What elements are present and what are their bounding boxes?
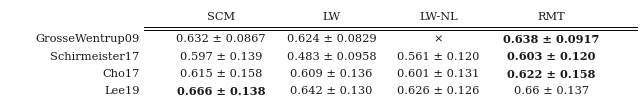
Text: 0.561 ± 0.120: 0.561 ± 0.120	[397, 52, 479, 62]
Text: 0.615 ± 0.158: 0.615 ± 0.158	[180, 69, 262, 79]
Text: Lee19: Lee19	[104, 86, 140, 96]
Text: RMT: RMT	[538, 12, 566, 23]
Text: 0.638 ± 0.0917: 0.638 ± 0.0917	[504, 34, 600, 45]
Text: Cho17: Cho17	[102, 69, 140, 79]
Text: 0.624 ± 0.0829: 0.624 ± 0.0829	[287, 34, 376, 44]
Text: 0.601 ± 0.131: 0.601 ± 0.131	[397, 69, 479, 79]
Text: ×: ×	[434, 34, 443, 44]
Text: 0.632 ± 0.0867: 0.632 ± 0.0867	[176, 34, 266, 44]
Text: 0.66 ± 0.137: 0.66 ± 0.137	[514, 86, 589, 96]
Text: 0.597 ± 0.139: 0.597 ± 0.139	[180, 52, 262, 62]
Text: 0.626 ± 0.126: 0.626 ± 0.126	[397, 86, 479, 96]
Text: 0.666 ± 0.138: 0.666 ± 0.138	[177, 86, 265, 97]
Text: SCM: SCM	[207, 12, 235, 23]
Text: 0.603 ± 0.120: 0.603 ± 0.120	[508, 51, 596, 62]
Text: 0.609 ± 0.136: 0.609 ± 0.136	[291, 69, 372, 79]
Text: 0.483 ± 0.0958: 0.483 ± 0.0958	[287, 52, 376, 62]
Text: 0.642 ± 0.130: 0.642 ± 0.130	[291, 86, 372, 96]
Text: LW: LW	[323, 12, 340, 23]
Text: Schirmeister17: Schirmeister17	[51, 52, 140, 62]
Text: LW-NL: LW-NL	[419, 12, 458, 23]
Text: 0.622 ± 0.158: 0.622 ± 0.158	[508, 69, 596, 80]
Text: GrosseWentrup09: GrosseWentrup09	[35, 34, 140, 44]
